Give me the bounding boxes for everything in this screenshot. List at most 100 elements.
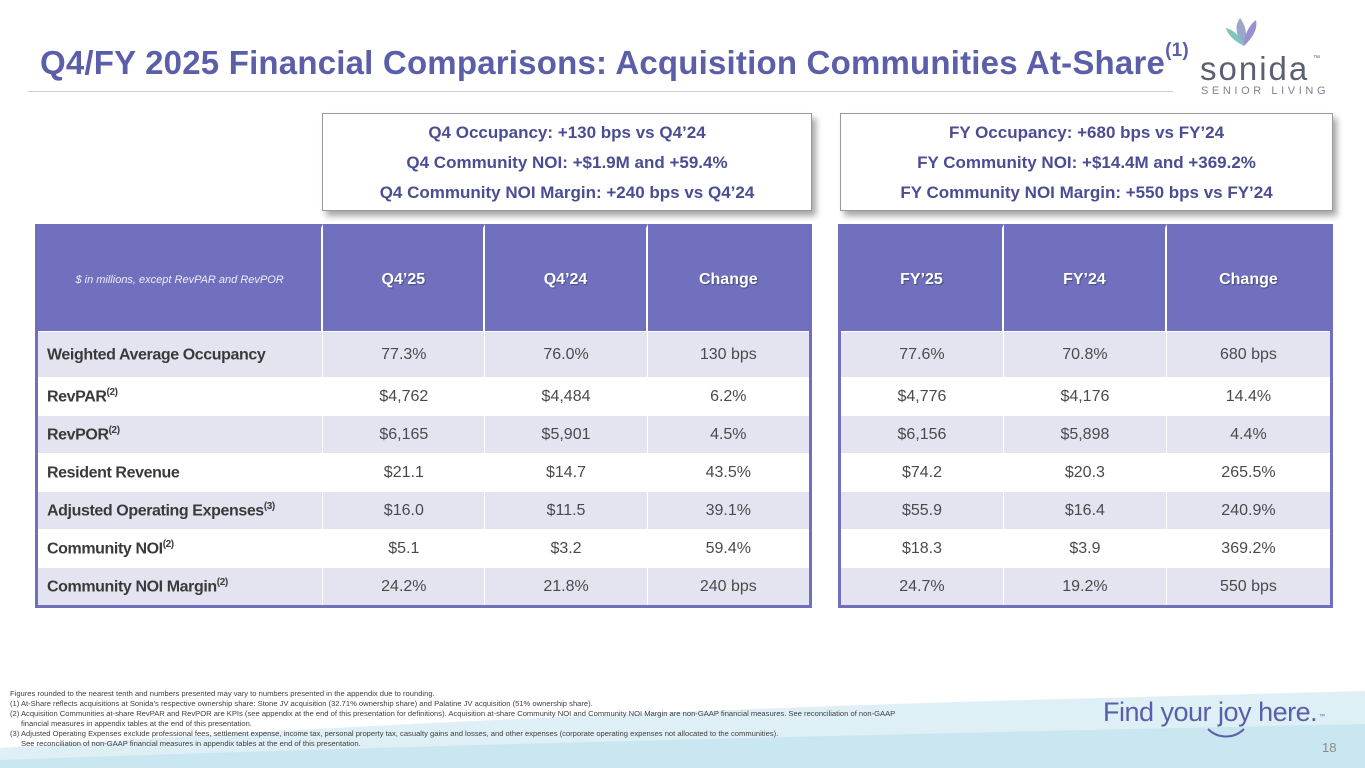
fy-highlight-noi-margin: FY Community NOI Margin: +550 bps vs FY’… bbox=[900, 183, 1273, 202]
row-label-sup: (2) bbox=[162, 538, 174, 550]
fy-comparison-table: FY’25 FY’24 Change 77.6% 70.8% 680 bps $… bbox=[838, 224, 1333, 608]
row-label-sup: (2) bbox=[106, 386, 118, 398]
fy-header-row: FY’25 FY’24 Change bbox=[841, 224, 1330, 331]
table-cell: 24.2% bbox=[323, 567, 486, 605]
table-cell: $55.9 bbox=[841, 491, 1004, 529]
table-cell: 70.8% bbox=[1003, 331, 1167, 377]
table-cell: $3.2 bbox=[485, 529, 648, 567]
table-cell: $16.4 bbox=[1003, 491, 1167, 529]
table-row: Adjusted Operating Expenses(3) $16.0 $11… bbox=[38, 491, 809, 529]
fy-highlights-box: FY Occupancy: +680 bps vs FY’24 FY Commu… bbox=[840, 113, 1333, 211]
table-cell: 550 bps bbox=[1166, 567, 1330, 605]
table-row: 24.7% 19.2% 550 bps bbox=[841, 567, 1330, 605]
table-row: Resident Revenue $21.1 $14.7 43.5% bbox=[38, 453, 809, 491]
table-row: $6,156 $5,898 4.4% bbox=[841, 415, 1330, 453]
footnote-3: (3) Adjusted Operating Expenses exclude … bbox=[10, 729, 779, 738]
table-cell: 265.5% bbox=[1166, 453, 1330, 491]
table-cell: $4,762 bbox=[323, 377, 486, 415]
row-label-text: Adjusted Operating Expenses bbox=[47, 502, 264, 520]
fy-highlight-noi: FY Community NOI: +$14.4M and +369.2% bbox=[917, 153, 1256, 172]
row-label-text: Resident Revenue bbox=[47, 464, 180, 482]
table-cell: $6,156 bbox=[841, 415, 1004, 453]
table-cell: 14.4% bbox=[1166, 377, 1330, 415]
footnote-2: (2) Acquisition Communities at-share Rev… bbox=[10, 709, 896, 718]
fy-header-change: Change bbox=[1166, 224, 1330, 331]
table-cell: 6.2% bbox=[647, 377, 809, 415]
fy-highlight-occupancy: FY Occupancy: +680 bps vs FY’24 bbox=[948, 123, 1225, 142]
q4-header-prior: Q4’24 bbox=[485, 224, 648, 331]
tagline: Find your joy here. bbox=[1103, 697, 1318, 727]
row-label: Adjusted Operating Expenses(3) bbox=[38, 491, 324, 529]
footnote-1: (1) At-Share reflects acquisitions at So… bbox=[10, 699, 593, 708]
title-footnote-ref: (1) bbox=[1165, 40, 1189, 61]
table-cell: $4,176 bbox=[1003, 377, 1167, 415]
footnotes: Figures rounded to the nearest tenth and… bbox=[10, 689, 1070, 749]
page-number: 18 bbox=[1322, 740, 1337, 755]
logo-wordmark: sonida bbox=[1200, 50, 1310, 87]
table-cell: 77.3% bbox=[323, 331, 486, 377]
footer-wave-decoration bbox=[0, 691, 1365, 768]
row-label-text: Weighted Average Occupancy bbox=[47, 346, 266, 364]
q4-highlights-box: Q4 Occupancy: +130 bps vs Q4’24 Q4 Commu… bbox=[322, 113, 812, 211]
q4-header-current: Q4’25 bbox=[323, 224, 486, 331]
table-cell: 76.0% bbox=[485, 331, 648, 377]
q4-comparison-table: $ in millions, except RevPAR and RevPOR … bbox=[35, 224, 812, 608]
row-label-text: RevPOR bbox=[47, 426, 109, 444]
unit-note: $ in millions, except RevPAR and RevPOR bbox=[38, 224, 324, 331]
table-cell: $20.3 bbox=[1003, 453, 1167, 491]
table-row: RevPAR(2) $4,762 $4,484 6.2% bbox=[38, 377, 809, 415]
table-cell: 77.6% bbox=[841, 331, 1004, 377]
table-cell: $4,484 bbox=[485, 377, 648, 415]
table-row: $4,776 $4,176 14.4% bbox=[841, 377, 1330, 415]
tagline-smile-icon bbox=[1207, 728, 1245, 738]
table-cell: $3.9 bbox=[1003, 529, 1167, 567]
row-label: Resident Revenue bbox=[38, 453, 324, 491]
table-cell: 4.4% bbox=[1166, 415, 1330, 453]
row-label-sup: (3) bbox=[263, 500, 275, 512]
table-cell: 240 bps bbox=[647, 567, 809, 605]
fy-header-prior: FY’24 bbox=[1003, 224, 1167, 331]
page-title: Q4/FY 2025 Financial Comparisons: Acquis… bbox=[40, 40, 1189, 82]
table-cell: $5,898 bbox=[1003, 415, 1167, 453]
table-cell: $11.5 bbox=[485, 491, 648, 529]
table-cell: 39.1% bbox=[647, 491, 809, 529]
q4-highlight-noi: Q4 Community NOI: +$1.9M and +59.4% bbox=[406, 153, 728, 172]
q4-header-row: $ in millions, except RevPAR and RevPOR … bbox=[38, 224, 809, 331]
q4-highlight-noi-margin: Q4 Community NOI Margin: +240 bps vs Q4’… bbox=[379, 183, 755, 202]
table-cell: $4,776 bbox=[841, 377, 1004, 415]
table-cell: $74.2 bbox=[841, 453, 1004, 491]
table-cell: 4.5% bbox=[647, 415, 809, 453]
row-label-text: RevPAR bbox=[47, 388, 107, 406]
row-label-text: Community NOI bbox=[47, 540, 163, 558]
table-cell: 59.4% bbox=[647, 529, 809, 567]
table-cell: $18.3 bbox=[841, 529, 1004, 567]
tagline-trademark: ™ bbox=[1319, 714, 1325, 720]
table-row: Community NOI(2) $5.1 $3.2 59.4% bbox=[38, 529, 809, 567]
table-cell: $5,901 bbox=[485, 415, 648, 453]
table-cell: 369.2% bbox=[1166, 529, 1330, 567]
table-cell: $21.1 bbox=[323, 453, 486, 491]
q4-highlight-occupancy: Q4 Occupancy: +130 bps vs Q4’24 bbox=[428, 123, 706, 142]
row-label-sup: (2) bbox=[108, 424, 120, 436]
table-cell: 24.7% bbox=[841, 567, 1004, 605]
q4-header-change: Change bbox=[647, 224, 809, 331]
row-label: RevPOR(2) bbox=[38, 415, 324, 453]
table-cell: 43.5% bbox=[647, 453, 809, 491]
row-label-text: Community NOI Margin bbox=[47, 578, 217, 596]
row-label: RevPAR(2) bbox=[38, 377, 324, 415]
table-cell: $6,165 bbox=[323, 415, 486, 453]
table-row: 77.6% 70.8% 680 bps bbox=[841, 331, 1330, 377]
table-row: Weighted Average Occupancy 77.3% 76.0% 1… bbox=[38, 331, 809, 377]
table-cell: $14.7 bbox=[485, 453, 648, 491]
table-cell: 130 bps bbox=[647, 331, 809, 377]
sonida-logo-icon bbox=[1226, 18, 1257, 46]
table-cell: 21.8% bbox=[485, 567, 648, 605]
footnote-2-cont: financial measures in appendix tables at… bbox=[21, 719, 252, 728]
row-label: Community NOI Margin(2) bbox=[38, 567, 324, 605]
row-label-sup: (2) bbox=[216, 576, 228, 588]
table-cell: 240.9% bbox=[1166, 491, 1330, 529]
logo-subtitle: SENIOR LIVING bbox=[1201, 85, 1330, 97]
title-divider bbox=[28, 91, 1173, 92]
row-label: Weighted Average Occupancy bbox=[38, 331, 324, 377]
table-row: $18.3 $3.9 369.2% bbox=[841, 529, 1330, 567]
